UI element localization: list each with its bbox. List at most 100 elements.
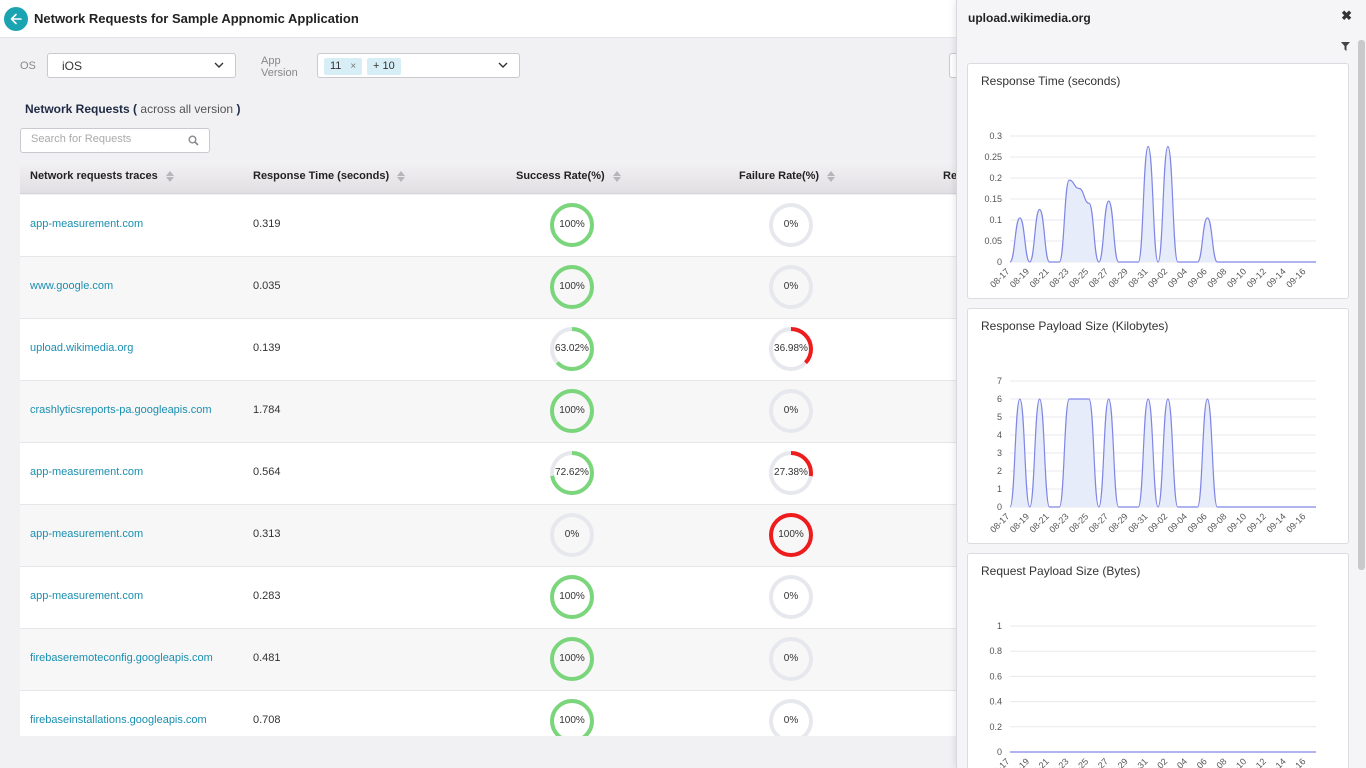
trace-link[interactable]: app-measurement.com: [30, 466, 144, 478]
more-versions-chip[interactable]: + 10: [367, 58, 401, 75]
x-tick-label: 08-17: [988, 266, 1011, 289]
x-tick-label: 09-02: [1146, 266, 1169, 289]
chart-title: Response Time (seconds): [981, 74, 1121, 88]
table-row[interactable]: app-measurement.com 0.564 72.62% 27.38%: [20, 443, 960, 505]
close-icon[interactable]: ✖: [1341, 8, 1352, 23]
x-tick-label: 09-10: [1225, 266, 1248, 289]
donut-ring: [550, 699, 594, 736]
x-tick-label: 08-31: [1126, 756, 1149, 768]
x-tick-label: 08-19: [1008, 266, 1031, 289]
x-tick-label: 09-10: [1225, 756, 1248, 768]
table-row[interactable]: upload.wikimedia.org 0.139 63.02% 36.98%: [20, 319, 960, 381]
donut-track: [769, 265, 813, 309]
search-box: [20, 128, 210, 153]
y-tick-label: 0.8: [989, 646, 1002, 656]
failure-rate-donut: 36.98%: [767, 325, 815, 373]
os-select-value: iOS: [62, 59, 83, 73]
failure-rate-donut: 0%: [767, 635, 815, 683]
x-tick-label: 08-25: [1067, 266, 1090, 289]
column-header-truncated[interactable]: Re: [943, 170, 957, 182]
success-rate-donut: 63.02%: [548, 325, 596, 373]
search-icon[interactable]: [188, 135, 199, 146]
chip-remove-icon[interactable]: ×: [350, 61, 357, 72]
donut-value-arc: [769, 513, 813, 557]
donut-label: 0%: [783, 715, 799, 726]
os-select[interactable]: iOS: [47, 53, 236, 78]
trace-link[interactable]: firebaseinstallations.googleapis.com: [30, 714, 207, 726]
x-tick-label: 08-25: [1067, 511, 1090, 534]
failure-rate-donut: 0%: [767, 387, 815, 435]
response-time-value: 0.313: [253, 528, 281, 540]
filter-icon[interactable]: [1341, 42, 1350, 51]
failure-rate-donut: 0%: [767, 573, 815, 621]
donut-label: 36.98%: [774, 343, 808, 354]
donut-track: [769, 637, 813, 681]
trace-link[interactable]: www.google.com: [30, 280, 114, 292]
chart-title: Request Payload Size (Bytes): [981, 564, 1141, 578]
failure-rate-donut: 100%: [767, 511, 815, 559]
table-row[interactable]: www.google.com 0.035 100% 0%: [20, 257, 960, 319]
x-tick-label: 09-04: [1166, 266, 1189, 289]
series-line[interactable]: [1009, 398, 1316, 508]
y-tick-label: 0.2: [989, 173, 1002, 183]
column-header-trace[interactable]: Network requests traces: [30, 170, 174, 182]
column-header-failure-rate[interactable]: Failure Rate(%): [739, 170, 836, 182]
table-row[interactable]: firebaseinstallations.googleapis.com 0.70…: [20, 691, 960, 736]
x-tick-label: 08-27: [1087, 511, 1110, 534]
column-header-label: Re: [943, 170, 958, 182]
panel-scrollbar[interactable]: [1358, 40, 1365, 570]
donut-label: 100%: [559, 281, 585, 292]
x-tick-label: 08-21: [1028, 511, 1051, 534]
x-tick-label: 09-10: [1225, 511, 1248, 534]
donut-value-arc: [550, 575, 594, 619]
donut-track: [769, 575, 813, 619]
x-tick-label: 09-16: [1284, 266, 1307, 289]
success-rate-donut: 0%: [548, 511, 596, 559]
x-tick-label: 08-25: [1067, 756, 1090, 768]
x-tick-label: 08-31: [1126, 511, 1149, 534]
table-row[interactable]: firebaseremoteconfig.googleapis.com 0.481…: [20, 629, 960, 691]
x-tick-label: 09-06: [1185, 756, 1208, 768]
series-line[interactable]: [1009, 145, 1316, 263]
trace-link[interactable]: crashlyticsreports-pa.googleapis.com: [30, 404, 212, 416]
back-button[interactable]: [4, 7, 28, 31]
donut-label: 0%: [783, 591, 799, 602]
table-row[interactable]: crashlyticsreports-pa.googleapis.com 1.78…: [20, 381, 960, 443]
trace-link[interactable]: firebaseremoteconfig.googleapis.com: [30, 652, 213, 664]
trace-link[interactable]: app-measurement.com: [30, 528, 144, 540]
version-chip: 11 ×: [324, 58, 363, 75]
donut-label: 0%: [564, 529, 580, 540]
search-input[interactable]: [31, 133, 181, 145]
donut-ring: [769, 327, 813, 371]
success-rate-donut: 100%: [548, 387, 596, 435]
column-header-response-time[interactable]: Response Time (seconds): [253, 170, 406, 182]
donut-value-arc: [550, 327, 594, 371]
y-tick-label: 0.3: [989, 131, 1002, 141]
table-row[interactable]: app-measurement.com 0.319 100% 0%: [20, 195, 960, 257]
y-tick-label: 1: [997, 484, 1002, 494]
table-row[interactable]: app-measurement.com 0.313 0% 100%: [20, 505, 960, 567]
trace-link[interactable]: app-measurement.com: [30, 590, 144, 602]
donut-ring: [769, 575, 813, 619]
donut-ring: [550, 637, 594, 681]
donut-value-arc: [769, 451, 813, 495]
x-tick-label: 08-27: [1087, 266, 1110, 289]
table-row[interactable]: app-measurement.com 0.283 100% 0%: [20, 567, 960, 629]
y-tick-label: 0: [997, 502, 1002, 512]
column-header-success-rate[interactable]: Success Rate(%): [516, 170, 621, 182]
os-label: OS: [20, 60, 36, 72]
app-version-select[interactable]: 11 × + 10: [317, 53, 520, 78]
chart-card-response-payload: Response Payload Size (Kilobytes) 0 1 2 3 4 5…: [967, 308, 1349, 544]
x-tick-label: 09-14: [1264, 266, 1287, 289]
x-tick-label: 08-29: [1107, 511, 1130, 534]
x-tick-label: 08-31: [1126, 266, 1149, 289]
donut-track: [769, 699, 813, 736]
x-tick-label: 09-02: [1146, 511, 1169, 534]
trace-link[interactable]: app-measurement.com: [30, 218, 144, 230]
column-header-label: Network requests traces: [30, 170, 158, 182]
success-rate-donut: 100%: [548, 263, 596, 311]
response-time-value: 0.035: [253, 280, 281, 292]
chevron-down-icon: [214, 62, 224, 68]
page-title: Network Requests for Sample Appnomic App…: [34, 11, 359, 26]
trace-link[interactable]: upload.wikimedia.org: [30, 342, 134, 354]
